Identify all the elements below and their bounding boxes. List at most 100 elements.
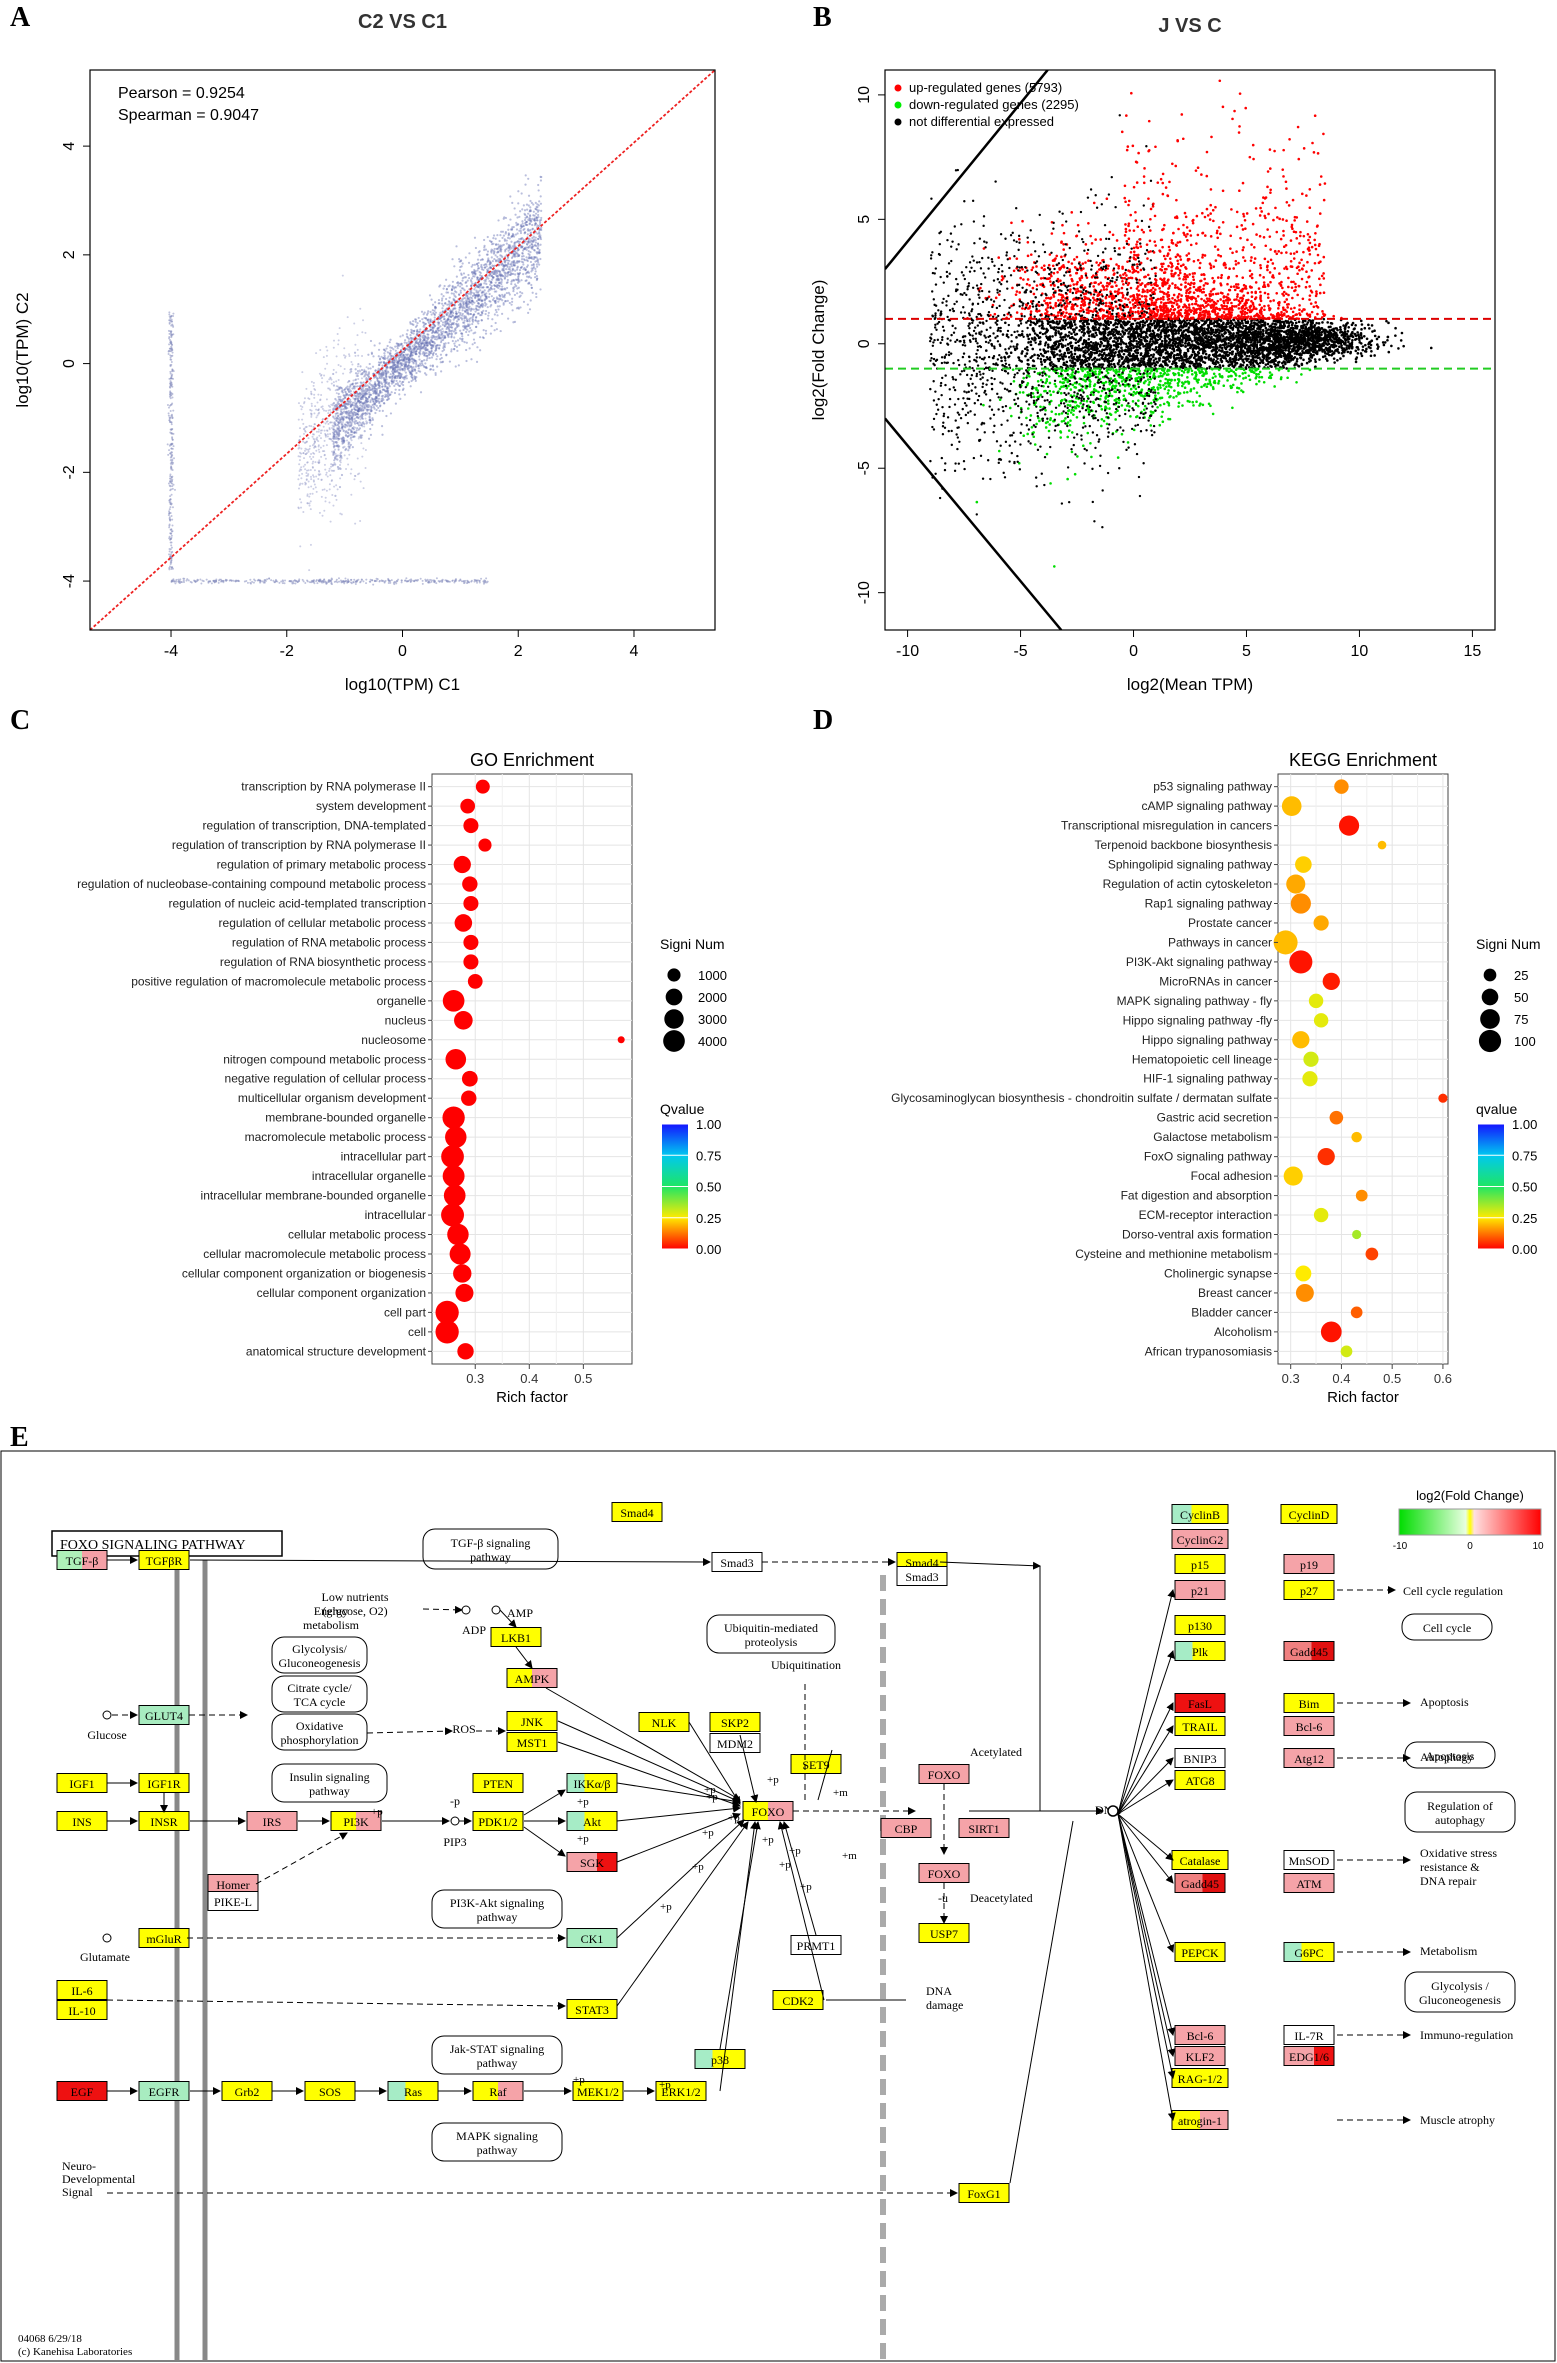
data-point [377, 348, 381, 351]
data-point [484, 263, 487, 266]
data-point [473, 293, 476, 296]
data-point [399, 375, 402, 378]
data-point [456, 315, 459, 318]
data-point [442, 348, 446, 351]
data-point [513, 244, 516, 247]
data-point [399, 374, 403, 377]
data-point [345, 468, 348, 471]
data-point [361, 417, 364, 420]
data-point [329, 432, 332, 435]
data-point [450, 350, 453, 353]
data-point [390, 375, 394, 378]
data-point [481, 290, 484, 293]
data-point [478, 254, 481, 257]
data-point [422, 334, 425, 337]
data-point [481, 258, 484, 261]
data-point [535, 244, 538, 248]
data-point [383, 380, 386, 384]
data-point [359, 519, 362, 522]
data-point [423, 311, 426, 314]
data-point [525, 248, 528, 251]
data-point [324, 422, 327, 425]
data-point [484, 332, 488, 335]
data-point [420, 344, 423, 347]
data-point [480, 304, 483, 307]
data-point [450, 288, 454, 292]
data-point [531, 257, 534, 260]
data-point [418, 358, 421, 361]
data-point [435, 358, 438, 361]
data-point [460, 580, 463, 583]
data-point [373, 381, 377, 384]
data-point [400, 373, 403, 376]
data-point [494, 284, 497, 288]
data-point [368, 362, 371, 366]
data-point [408, 345, 411, 349]
data-point [404, 360, 407, 363]
data-point [511, 267, 514, 271]
data-point [378, 384, 381, 387]
data-point [349, 433, 352, 436]
data-point [515, 251, 518, 255]
data-point [531, 240, 534, 243]
data-point [168, 313, 171, 316]
data-point [354, 522, 357, 525]
data-point [521, 251, 524, 255]
data-point [416, 347, 419, 350]
data-point [442, 295, 445, 298]
data-point [469, 312, 473, 316]
data-point [403, 358, 406, 361]
data-point [445, 313, 449, 316]
data-point [377, 397, 381, 400]
data-point [520, 225, 523, 228]
data-point [432, 344, 435, 347]
data-point [399, 343, 403, 346]
data-point [343, 445, 346, 448]
data-point [341, 274, 344, 277]
data-point [297, 444, 300, 447]
data-point [1146, 378, 1150, 381]
data-point [533, 218, 536, 221]
data-point [499, 274, 502, 277]
data-point [516, 232, 519, 235]
data-point [474, 310, 477, 313]
data-point [460, 287, 464, 290]
data-point [360, 409, 363, 412]
data-point [516, 265, 519, 268]
data-point [429, 352, 432, 355]
data-point [346, 406, 349, 410]
data-point [395, 359, 398, 362]
data-point [453, 344, 457, 348]
data-point [454, 310, 458, 313]
data-point [387, 581, 390, 584]
data-point [506, 278, 509, 282]
data-point [423, 354, 426, 357]
data-point [363, 368, 366, 371]
data-point [441, 307, 444, 310]
data-point [477, 301, 480, 305]
data-point [478, 298, 481, 302]
data-point [172, 315, 175, 318]
data-point [472, 313, 475, 317]
data-point [447, 317, 450, 320]
data-point [506, 299, 509, 302]
data-point [171, 351, 174, 354]
data-point [336, 441, 339, 444]
data-point [382, 376, 385, 379]
data-point [299, 545, 302, 548]
data-point [377, 406, 380, 409]
data-point [517, 276, 520, 279]
data-point [343, 347, 346, 350]
data-point [390, 382, 394, 385]
data-point [476, 304, 479, 308]
data-point [450, 322, 454, 325]
data-point [387, 577, 390, 580]
data-point [393, 364, 396, 367]
data-point [394, 370, 397, 374]
data-point [447, 334, 450, 337]
data-point [466, 581, 469, 584]
data-point [414, 342, 417, 345]
data-point [506, 265, 509, 269]
data-point [326, 380, 329, 383]
data-point [339, 454, 342, 457]
